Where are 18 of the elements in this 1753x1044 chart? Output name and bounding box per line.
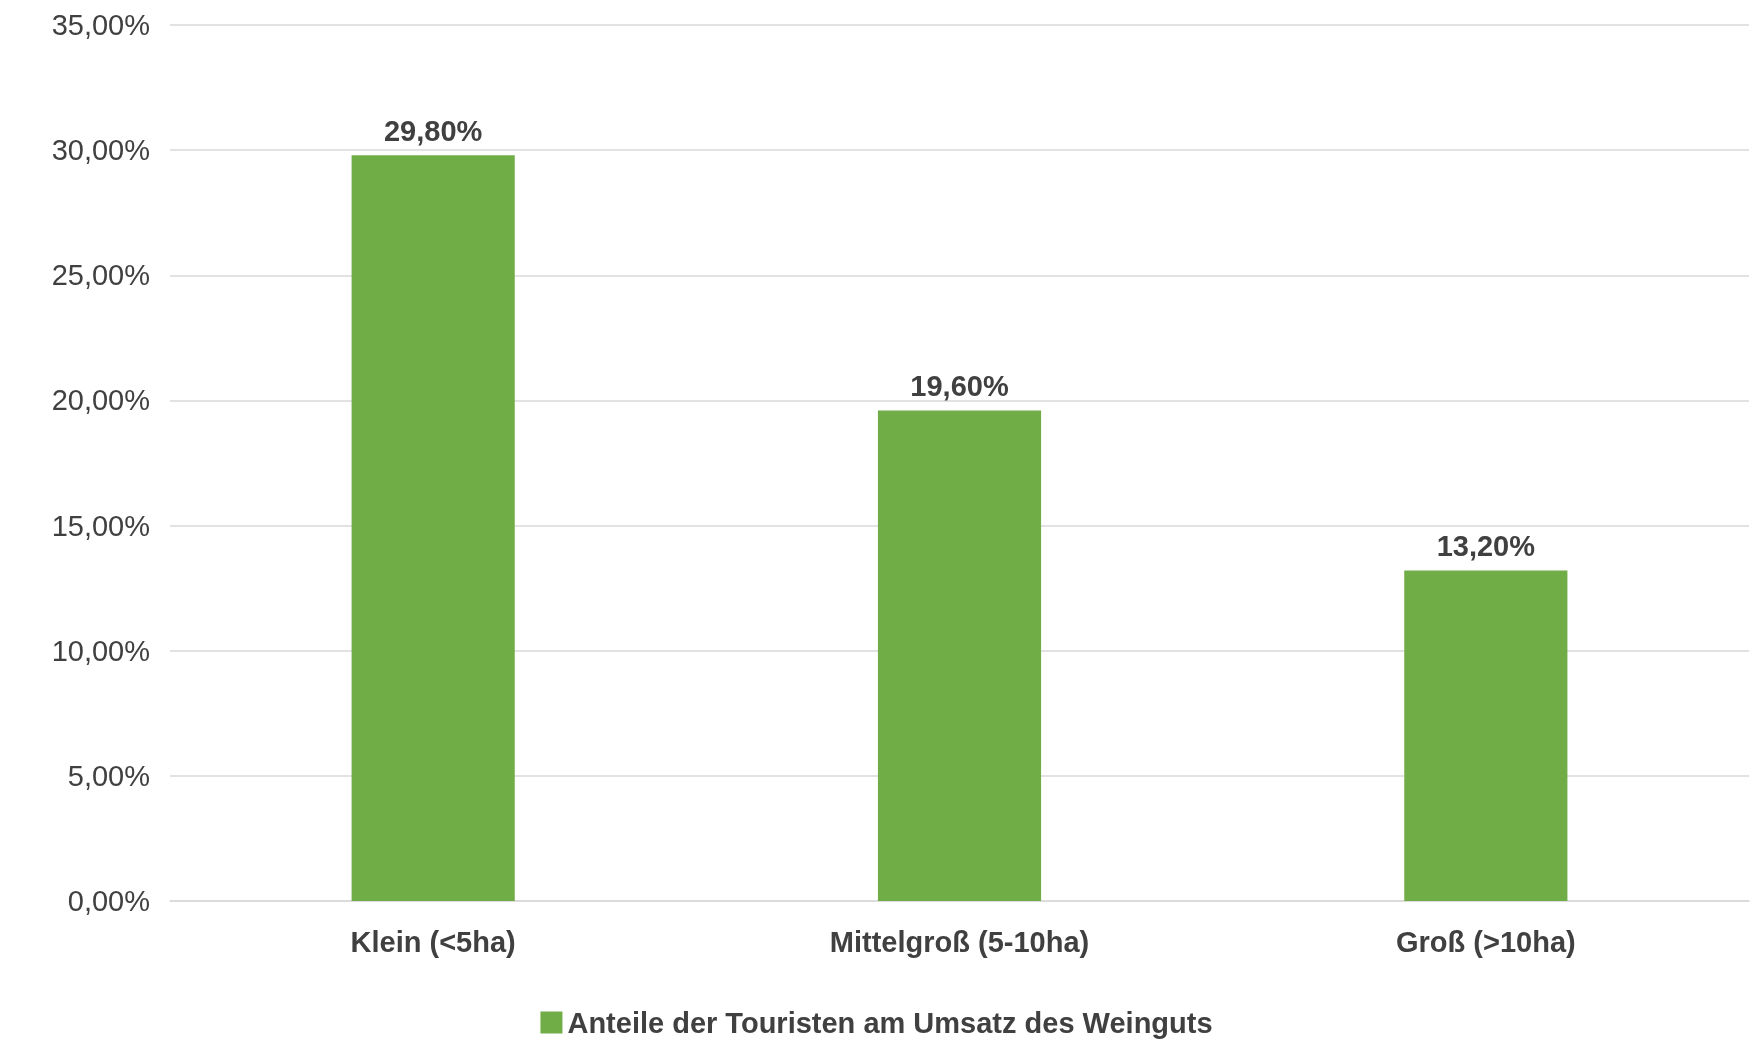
y-tick-label: 5,00% [67,759,150,792]
y-tick-label: 0,00% [67,885,150,917]
x-tick-label: Klein (<5ha) [350,925,516,958]
data-label: 29,80% [383,114,483,147]
bar [877,410,1042,901]
x-tick-label: Mittelgroß (5-10ha) [829,925,1090,958]
y-tick-label: 30,00% [51,134,150,167]
y-tick-label: 20,00% [51,384,150,417]
data-label: 19,60% [910,369,1009,402]
y-tick-label: 10,00% [51,634,150,667]
data-label: 13,20% [1436,530,1536,563]
bar [1404,570,1568,901]
y-tick-label: 35,00% [51,9,150,41]
x-tick-label: Groß (>10ha) [1395,925,1576,958]
bar [351,155,515,901]
legend-label: Anteile der Touristen am Umsatz des Weinguts [567,1006,1213,1039]
y-tick-label: 15,00% [51,509,150,542]
y-tick-label: 25,00% [51,259,150,292]
